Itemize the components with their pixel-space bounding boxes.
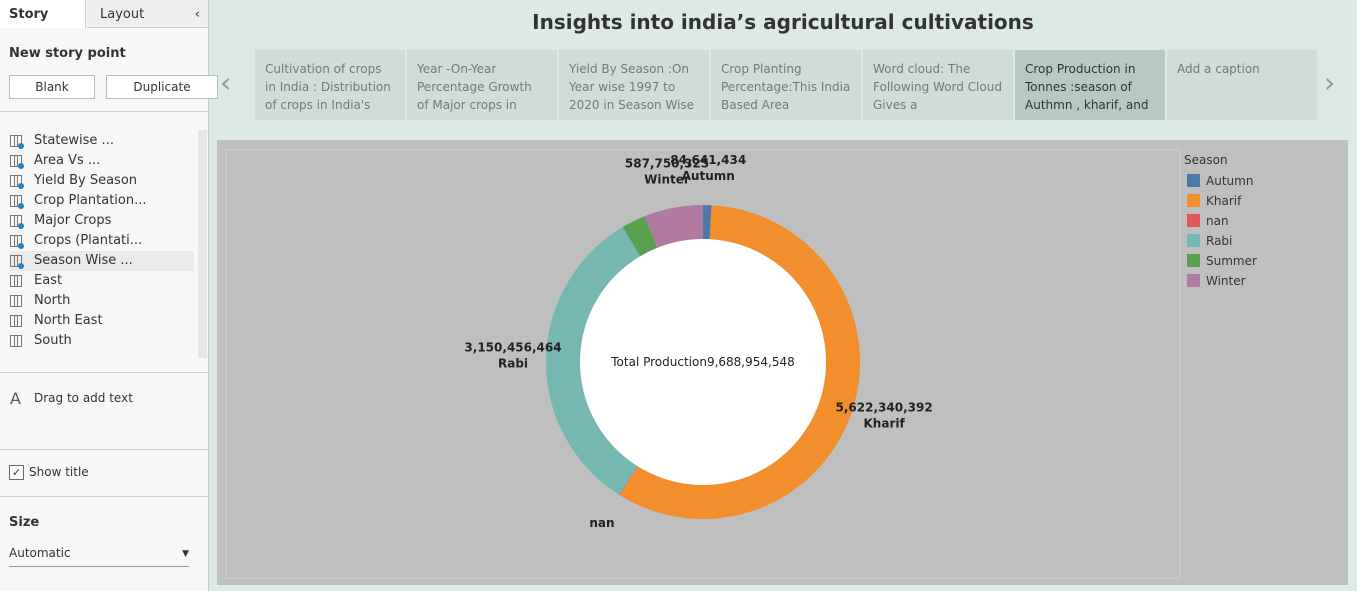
story-point[interactable]: Crop Production in Tonnes :season of Aut… bbox=[1015, 50, 1165, 120]
legend-label: Kharif bbox=[1206, 194, 1242, 208]
legend-swatch bbox=[1187, 254, 1200, 267]
story-point[interactable]: Word cloud: The Following Word Cloud Giv… bbox=[863, 50, 1013, 120]
slice bbox=[619, 466, 638, 496]
tab-story[interactable]: Story bbox=[0, 0, 86, 28]
legend-label: Summer bbox=[1206, 254, 1257, 268]
divider bbox=[0, 111, 208, 112]
caption: Add a caption bbox=[1177, 62, 1260, 76]
blank-button[interactable]: Blank bbox=[9, 75, 95, 99]
slice-label: nan bbox=[589, 516, 614, 530]
category-label: Winter bbox=[644, 172, 690, 186]
legend-swatch bbox=[1187, 274, 1200, 287]
legend-swatch bbox=[1187, 174, 1200, 187]
caption: Cultivation of crops in India : Distribu… bbox=[265, 62, 391, 112]
story-point[interactable]: Yield By Season :On Year wise 1997 to 20… bbox=[559, 50, 709, 120]
checkbox[interactable]: ✓ bbox=[9, 465, 24, 480]
center-total: 9,688,954,548 bbox=[707, 355, 795, 369]
story-point[interactable]: Crop Planting Percentage:This India Base… bbox=[711, 50, 861, 120]
size-title: Size bbox=[9, 515, 40, 530]
next-arrow[interactable]: › bbox=[1324, 66, 1336, 99]
value-label: 84,641,434 bbox=[670, 153, 746, 167]
scrollbar[interactable] bbox=[198, 130, 207, 358]
legend-swatch bbox=[1187, 214, 1200, 227]
caption: Crop Production in Tonnes :season of Aut… bbox=[1025, 62, 1149, 112]
sidebar: Story Layout ‹ New story point Blank Dupl… bbox=[0, 0, 218, 591]
sheet-item[interactable]: North East bbox=[10, 311, 194, 331]
chart: 84,641,434 Autumn 5,622,340,392 Kharif nan 3,… bbox=[217, 140, 1348, 585]
legend-swatch bbox=[1187, 234, 1200, 247]
story-point[interactable]: Cultivation of crops in India : Distribu… bbox=[255, 50, 405, 120]
value-label: 5,622,340,392 bbox=[836, 400, 933, 414]
sheet-item[interactable]: Statewise ... bbox=[10, 131, 194, 151]
divider bbox=[0, 372, 208, 373]
caption: Crop Planting Percentage:This India Base… bbox=[721, 62, 851, 112]
slice bbox=[622, 216, 658, 257]
donut-hole bbox=[580, 239, 826, 485]
sheet-item[interactable]: Major Crops bbox=[10, 211, 194, 231]
sheet-item[interactable]: Crops (Plantati... bbox=[10, 231, 194, 251]
sheet-item[interactable]: South bbox=[10, 331, 194, 351]
category-label: Kharif bbox=[864, 416, 906, 430]
story-point[interactable]: Year -On-Year Percentage Growth of Major… bbox=[407, 50, 557, 120]
sheet-item[interactable]: North bbox=[10, 291, 194, 311]
slice bbox=[644, 205, 703, 248]
value-label: 3,150,456,464 bbox=[464, 340, 561, 354]
tab-layout[interactable]: Layout ‹ bbox=[87, 0, 208, 28]
caption: Year -On-Year Percentage Growth of Major… bbox=[417, 62, 532, 112]
collapse-icon[interactable]: ‹ bbox=[194, 7, 200, 22]
sheet-item[interactable]: Season Wise ... bbox=[10, 251, 194, 271]
prev-arrow[interactable]: ‹ bbox=[220, 66, 232, 99]
story-point[interactable]: Add a caption bbox=[1167, 50, 1317, 120]
slice bbox=[546, 227, 641, 495]
duplicate-button[interactable]: Duplicate bbox=[106, 75, 218, 99]
caption: Word cloud: The Following Word Cloud Giv… bbox=[873, 62, 1002, 112]
section-title: New story point bbox=[9, 46, 126, 61]
divider bbox=[0, 449, 208, 450]
legend-label: nan bbox=[1206, 214, 1229, 228]
sheet-item[interactable]: Crop Plantation... bbox=[10, 191, 194, 211]
center-label: Total Production9,688,954,548 bbox=[610, 355, 794, 369]
legend-title: Season bbox=[1184, 153, 1228, 167]
legend-label: Autumn bbox=[1206, 174, 1253, 188]
sheet-item[interactable]: Area Vs ... bbox=[10, 151, 194, 171]
slice-label: 587,750,325 Winter bbox=[625, 156, 709, 186]
sheet-item[interactable]: East bbox=[10, 271, 194, 291]
legend-label: Winter bbox=[1206, 274, 1246, 288]
show-title-label: Show title bbox=[29, 465, 89, 479]
value-label: 587,750,325 bbox=[625, 156, 709, 170]
text-icon: A bbox=[10, 389, 21, 408]
slice bbox=[703, 205, 712, 240]
center-title: Total Production bbox=[610, 355, 707, 369]
sheet-item[interactable]: Yield By Season bbox=[10, 171, 194, 191]
size-value: Automatic bbox=[9, 546, 71, 560]
tab-label: Layout bbox=[100, 7, 145, 22]
legend-label: Rabi bbox=[1206, 234, 1232, 248]
category-label: Autumn bbox=[682, 169, 735, 183]
slice bbox=[619, 205, 860, 519]
caption: Yield By Season :On Year wise 1997 to 20… bbox=[569, 62, 695, 112]
slice-label: 5,622,340,392 Kharif bbox=[836, 400, 933, 430]
slice-label: 84,641,434 Autumn bbox=[670, 153, 746, 183]
drag-text[interactable]: Drag to add text bbox=[34, 391, 133, 405]
plot-border bbox=[225, 149, 1181, 579]
category-label: Rabi bbox=[498, 356, 528, 370]
slice-label: 3,150,456,464 Rabi bbox=[464, 340, 561, 370]
size-dropdown[interactable]: Automatic ▼ bbox=[9, 546, 189, 567]
legend-swatch bbox=[1187, 194, 1200, 207]
category-label: nan bbox=[589, 516, 614, 530]
divider bbox=[0, 496, 208, 497]
plot: 84,641,434 Autumn 5,622,340,392 Kharif nan 3,… bbox=[464, 153, 1257, 530]
story-title: Insights into india’s agricultural culti… bbox=[532, 10, 1034, 34]
